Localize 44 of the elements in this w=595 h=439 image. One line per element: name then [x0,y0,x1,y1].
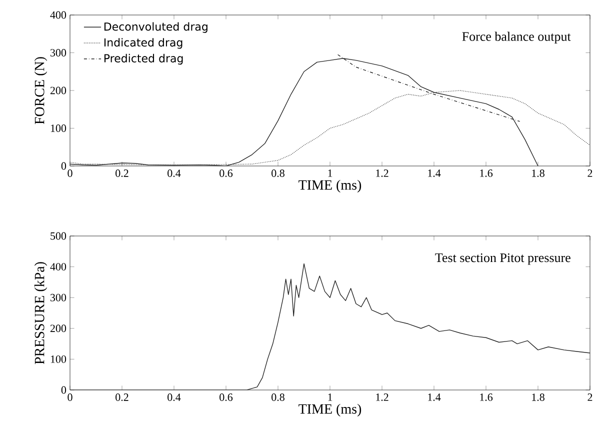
x-tick-label: 1.2 [376,170,388,177]
x-tick-label: 1.2 [376,394,388,401]
y-tick-label: 200 [50,324,66,332]
x-tick-label: 0.2 [116,394,128,401]
annotation: Force balance output [462,32,571,44]
x-tick-label: 1.6 [480,394,493,401]
y-tick-label: 200 [50,86,66,94]
x-tick-label: 0.8 [272,394,284,401]
x-tick-label: 1 [328,394,332,401]
x-tick-label: 1.4 [428,394,441,401]
x-tick-label: 0 [68,394,72,401]
x-axis-title: TIME (ms) [298,404,362,417]
y-tick-label: 0 [61,386,66,394]
line-series [70,90,590,166]
y-tick-label: 100 [50,355,66,363]
y-tick-label: 300 [50,294,66,302]
x-tick-label: 2 [588,394,592,401]
y-axis-title: PRESSURE (kPa) [34,262,48,364]
x-tick-label: 0.4 [168,394,181,401]
annotation: Test section Pitot pressure [435,253,570,265]
legend-label: Indicated drag [104,38,182,49]
y-tick-label: 300 [50,49,66,56]
y-tick-label: 0 [61,162,66,170]
x-tick-label: 0.6 [220,394,233,401]
x-tick-label: 1.8 [532,170,544,177]
x-tick-label: 1.8 [532,394,544,401]
x-tick-label: 2 [588,170,592,177]
y-tick-label: 400 [50,263,66,270]
x-tick-label: 1.6 [480,170,493,177]
x-axis-title: TIME (ms) [298,180,362,193]
x-tick-label: 1 [328,170,332,177]
x-tick-label: 0.6 [220,170,233,177]
y-axis-title: FORCE (N) [34,57,48,124]
y-tick-label: 100 [50,124,66,132]
legend-label: Predicted drag [104,54,183,65]
x-tick-label: 0.2 [116,170,128,177]
y-tick-label: 400 [50,11,66,19]
legend-label: Deconvoluted drag [104,22,208,33]
x-tick-label: 0.8 [272,170,284,177]
x-tick-label: 0 [68,170,72,177]
line-series [70,263,590,390]
x-tick-label: 0.4 [168,170,181,177]
x-tick-label: 1.4 [428,170,441,177]
y-tick-label: 500 [50,232,66,240]
